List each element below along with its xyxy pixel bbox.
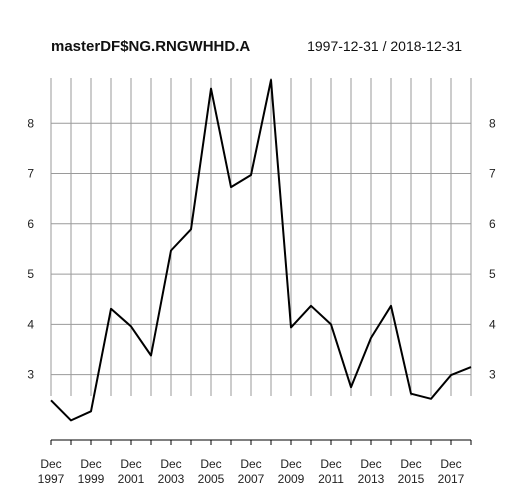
x-tick-label-year: 2003 [158, 472, 185, 486]
x-tick-label-year: 1999 [78, 472, 105, 486]
x-tick-label-year: 2009 [278, 472, 305, 486]
x-tick-label-month: Dec [360, 457, 381, 471]
y-tick-label-right: 3 [489, 368, 496, 382]
y-tick-label-left: 8 [27, 116, 34, 130]
x-tick-label-month: Dec [40, 457, 61, 471]
x-tick-label-month: Dec [400, 457, 421, 471]
y-tick-label-right: 4 [489, 317, 496, 331]
y-tick-label-right: 8 [489, 116, 496, 130]
x-tick-label-year: 2017 [438, 472, 465, 486]
x-tick-label-year: 2001 [118, 472, 145, 486]
label-layer: Dec1997Dec1999Dec2001Dec2003Dec2005Dec20… [27, 116, 496, 486]
grid-layer [50, 78, 472, 396]
x-tick-label-month: Dec [120, 457, 141, 471]
x-tick-label-month: Dec [200, 457, 221, 471]
chart-title: masterDF$NG.RNGWHHD.A [51, 38, 250, 55]
date-range-label: 1997-12-31 / 2018-12-31 [307, 38, 462, 54]
y-tick-label-left: 3 [27, 368, 34, 382]
x-tick-label-month: Dec [240, 457, 261, 471]
axis-layer [50, 439, 472, 445]
x-tick-label-month: Dec [160, 457, 181, 471]
y-tick-label-left: 5 [27, 267, 34, 281]
x-tick-label-month: Dec [280, 457, 301, 471]
series-layer [50, 79, 472, 422]
y-tick-label-left: 6 [27, 217, 34, 231]
y-tick-label-right: 7 [489, 167, 496, 181]
x-tick-label-month: Dec [320, 457, 341, 471]
x-tick-label-year: 2007 [238, 472, 265, 486]
y-tick-label-right: 5 [489, 267, 496, 281]
x-tick-label-month: Dec [440, 457, 461, 471]
x-tick-label-month: Dec [80, 457, 101, 471]
x-tick-label-year: 1997 [38, 472, 65, 486]
series-line [50, 79, 472, 422]
x-tick-label-year: 2011 [318, 472, 344, 486]
x-tick-label-year: 2005 [198, 472, 225, 486]
x-tick-label-year: 2013 [358, 472, 385, 486]
y-tick-label-left: 7 [27, 167, 34, 181]
x-tick-label-year: 2015 [398, 472, 425, 486]
y-tick-label-left: 4 [27, 317, 34, 331]
y-tick-label-right: 6 [489, 217, 496, 231]
